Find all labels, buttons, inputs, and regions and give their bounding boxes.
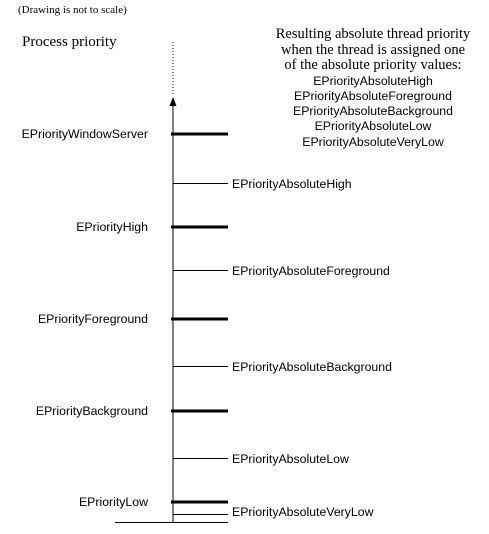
label-background: EPriorityBackground (36, 404, 148, 418)
label-high: EPriorityHigh (76, 220, 148, 234)
label-absolute-high: EPriorityAbsoluteHigh (232, 177, 352, 191)
label-absolute-background: EPriorityAbsoluteBackground (232, 360, 392, 374)
label-low: EPriorityLow (79, 495, 148, 509)
label-absolute-foreground: EPriorityAbsoluteForeground (232, 264, 390, 278)
label-absolute-very-low: EPriorityAbsoluteVeryLow (232, 505, 373, 519)
label-window-server: EPriorityWindowServer (22, 127, 148, 141)
label-foreground: EPriorityForeground (38, 312, 148, 326)
label-absolute-low: EPriorityAbsoluteLow (232, 452, 349, 466)
